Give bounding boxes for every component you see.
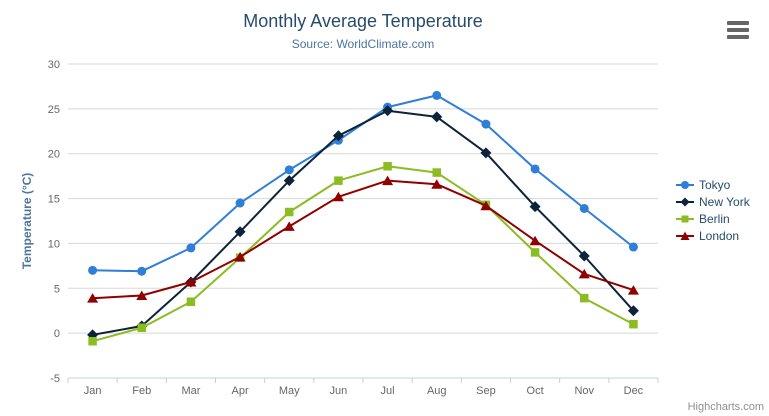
legend-item-berlin[interactable]: Berlin [676,210,750,227]
data-point-berlin-jan[interactable] [88,336,97,346]
data-point-berlin-oct[interactable] [530,248,540,257]
hamburger-bar [727,28,749,32]
chart-subtitle: Source: WorldClimate.com [291,37,435,51]
data-point-london-aug[interactable] [431,179,443,189]
x-axis-label-apr: Apr [232,385,249,397]
data-point-london-mar[interactable] [185,277,197,287]
series-line-new-york[interactable] [91,109,635,336]
data-point-london-jan[interactable] [87,293,99,303]
y-axis-label: 30 [48,59,60,71]
data-point-tokyo-dec[interactable] [628,242,638,252]
x-axis-label-mar: Mar [181,385,200,397]
hamburger-bar [727,21,749,25]
data-point-london-oct[interactable] [529,235,541,246]
y-axis-label: 20 [48,149,60,161]
data-point-tokyo-may[interactable] [284,165,294,175]
data-point-berlin-nov[interactable] [580,293,589,303]
data-point-london-jun[interactable] [332,191,344,202]
legend-label-tokyo: Tokyo [699,177,731,192]
hamburger-menu-icon[interactable] [727,21,749,42]
series-line-berlin[interactable] [91,165,635,343]
data-point-berlin-jul[interactable] [383,162,392,171]
data-point-london-sep[interactable] [480,200,492,211]
data-point-new-york-jun[interactable] [332,130,344,142]
y-axis-label: 0 [54,328,60,340]
data-point-london-dec[interactable] [627,285,639,295]
x-axis-label-feb: Feb [132,385,151,397]
chart-title: Monthly Average Temperature [243,11,483,31]
data-point-new-york-sep[interactable] [480,147,492,159]
hamburger-bar [727,35,749,39]
data-point-tokyo-aug[interactable] [432,90,442,100]
data-point-london-nov[interactable] [578,268,590,279]
legend-item-tokyo[interactable]: Tokyo [676,176,750,193]
data-point-new-york-may[interactable] [283,175,295,187]
data-point-london-jul[interactable] [382,175,394,186]
data-point-tokyo-feb[interactable] [137,266,147,276]
data-point-berlin-mar[interactable] [186,297,196,306]
series-line-tokyo[interactable] [91,94,635,273]
data-point-new-york-aug[interactable] [431,111,443,123]
x-axis-label-aug: Aug [427,385,447,397]
data-point-new-york-dec[interactable] [627,305,639,317]
y-axis-label: 5 [54,283,60,295]
data-point-london-feb[interactable] [136,290,148,300]
data-point-berlin-jun[interactable] [334,176,343,185]
x-axis-label-oct: Oct [527,385,544,397]
legend-label-new-york: New York [699,194,750,209]
legend-marker-circle-icon [676,180,694,189]
y-axis-title: Temperature (°C) [20,172,34,270]
y-axis-label: 25 [48,104,60,116]
data-point-tokyo-jan[interactable] [88,265,98,275]
data-point-tokyo-apr[interactable] [235,198,245,208]
data-point-london-may[interactable] [283,221,295,231]
x-axis-label-jun: Jun [330,385,348,397]
data-point-berlin-may[interactable] [285,207,294,217]
data-point-berlin-aug[interactable] [432,168,442,177]
series-line-london[interactable] [91,179,635,300]
highcharts-credit[interactable]: Highcharts.com [687,401,764,413]
data-point-new-york-oct[interactable] [529,201,541,213]
data-point-london-apr[interactable] [234,251,246,262]
data-point-new-york-apr[interactable] [234,226,246,238]
data-point-tokyo-oct[interactable] [530,164,540,174]
data-point-berlin-dec[interactable] [629,319,638,329]
legend-marker-square-icon [676,215,694,222]
y-axis-label: 15 [48,194,60,206]
legend-label-london: London [699,228,740,243]
data-point-tokyo-mar[interactable] [186,243,196,253]
legend-marker-triangle-icon [676,231,694,240]
legend-label-berlin: Berlin [699,211,730,226]
x-axis-label-nov: Nov [574,385,594,397]
data-point-new-york-nov[interactable] [578,250,590,262]
x-axis-label-jul: Jul [381,385,395,397]
x-axis-label-jan: Jan [84,385,102,397]
legend: Tokyo New York Berlin London [676,176,750,244]
data-point-new-york-jul[interactable] [382,105,394,117]
x-axis-label-may: May [279,385,300,397]
x-axis-label-sep: Sep [476,385,496,397]
legend-marker-diamond-icon [676,197,694,206]
legend-item-london[interactable]: London [676,227,750,244]
y-axis-label: -5 [50,373,60,385]
data-point-tokyo-nov[interactable] [579,203,589,213]
x-axis-label-dec: Dec [624,385,644,397]
y-axis-label: 10 [48,238,60,250]
data-point-tokyo-sep[interactable] [481,119,491,129]
data-point-berlin-feb[interactable] [137,323,147,333]
legend-item-new-york[interactable]: New York [676,193,750,210]
